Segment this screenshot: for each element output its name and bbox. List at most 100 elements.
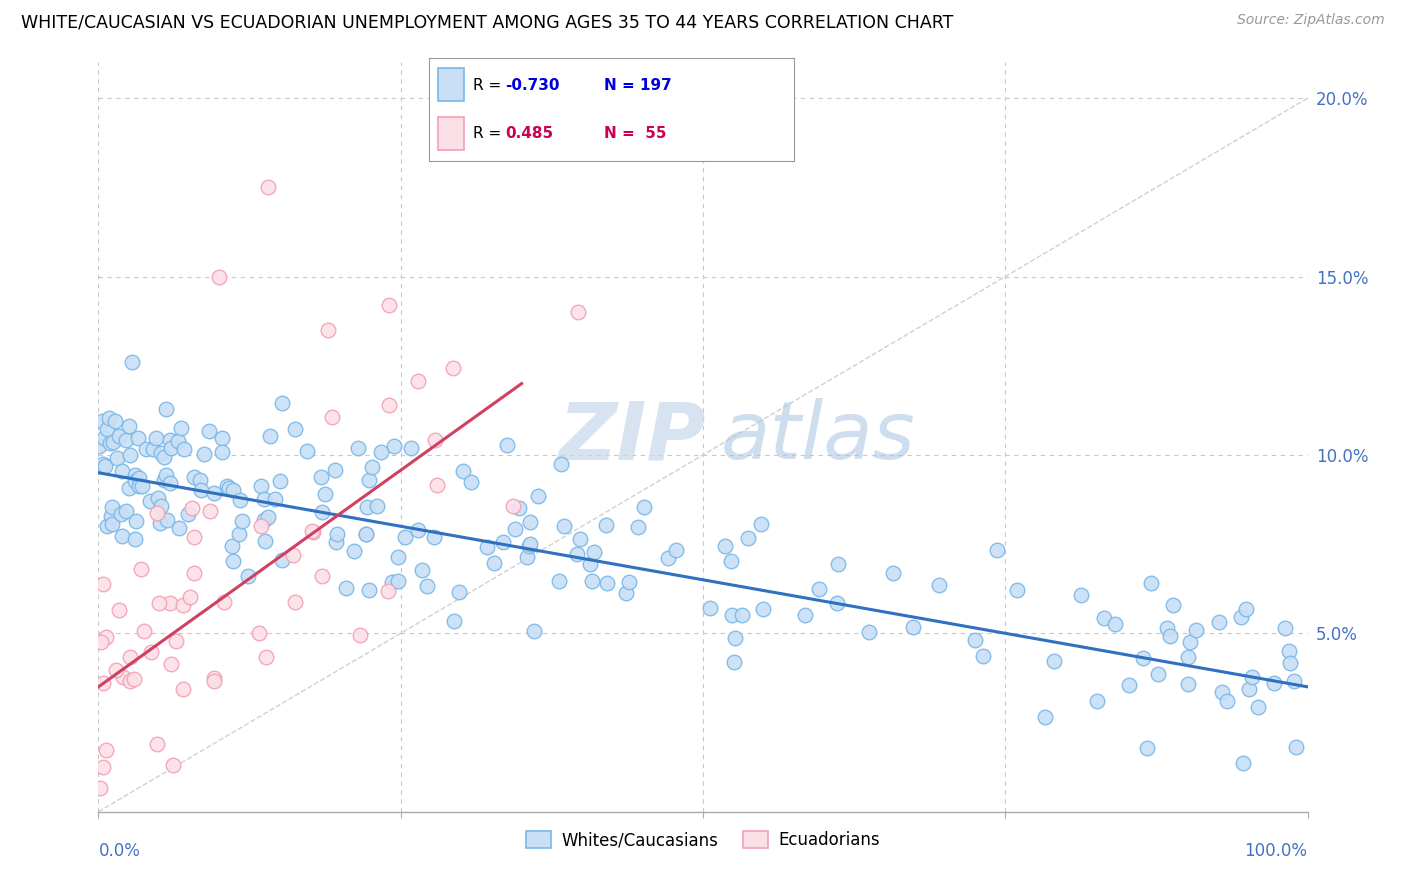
Point xyxy=(91,457,114,471)
Point xyxy=(221,554,243,568)
Point xyxy=(98,411,121,425)
Point xyxy=(1240,670,1263,684)
Point xyxy=(89,440,111,454)
Point xyxy=(172,599,194,613)
Text: 100.0%: 100.0% xyxy=(1244,842,1308,860)
Point xyxy=(614,586,637,600)
Point xyxy=(377,298,399,312)
Point xyxy=(595,517,617,532)
Point xyxy=(153,474,176,488)
Point xyxy=(714,539,737,553)
Point xyxy=(228,527,250,541)
Point xyxy=(167,521,190,535)
Point xyxy=(1263,676,1285,690)
Point xyxy=(254,533,277,548)
Point xyxy=(366,499,388,513)
Point xyxy=(394,530,416,544)
Point xyxy=(127,431,149,445)
Point xyxy=(198,504,221,518)
Point xyxy=(111,670,134,684)
Text: WHITE/CAUCASIAN VS ECUADORIAN UNEMPLOYMENT AMONG AGES 35 TO 44 YEARS CORRELATION: WHITE/CAUCASIAN VS ECUADORIAN UNEMPLOYME… xyxy=(21,13,953,31)
Point xyxy=(96,422,118,436)
Point xyxy=(441,360,464,375)
Point xyxy=(579,558,602,572)
Point xyxy=(150,446,173,460)
Point xyxy=(1140,576,1163,591)
Point xyxy=(179,590,201,604)
Point xyxy=(356,500,378,514)
Point xyxy=(1104,617,1126,632)
Point xyxy=(1274,622,1296,636)
Point xyxy=(901,620,924,634)
Point xyxy=(325,534,347,549)
Point xyxy=(825,596,848,610)
Point xyxy=(90,635,112,649)
Point xyxy=(443,614,465,628)
Point xyxy=(387,550,409,565)
Point xyxy=(100,508,122,523)
Point xyxy=(475,540,498,554)
Point xyxy=(159,433,181,447)
Point xyxy=(567,305,589,319)
Point xyxy=(1247,700,1270,714)
Point xyxy=(208,269,231,284)
Point xyxy=(121,354,143,368)
Point xyxy=(426,478,449,492)
Point xyxy=(167,434,190,449)
Point xyxy=(271,552,294,566)
Point xyxy=(190,483,212,497)
Point xyxy=(284,595,307,609)
Point xyxy=(160,657,183,672)
Point xyxy=(399,441,422,455)
Point xyxy=(1285,739,1308,754)
Point xyxy=(1132,651,1154,665)
Point xyxy=(986,543,1008,558)
Point xyxy=(484,556,506,570)
Point xyxy=(516,550,538,565)
Point xyxy=(118,673,141,688)
Point xyxy=(250,479,273,493)
Point xyxy=(181,500,204,515)
Point xyxy=(311,505,333,519)
Point xyxy=(256,180,278,194)
Point xyxy=(148,491,170,505)
Point xyxy=(1085,694,1108,708)
Point xyxy=(619,574,641,589)
Point xyxy=(1211,685,1233,699)
Point xyxy=(1278,656,1301,670)
Point xyxy=(411,563,433,577)
Point xyxy=(302,524,325,539)
Point xyxy=(963,632,986,647)
Point xyxy=(250,518,273,533)
Point xyxy=(1185,623,1208,637)
Point xyxy=(211,445,233,459)
Text: atlas: atlas xyxy=(721,398,915,476)
Point xyxy=(1156,621,1178,635)
Point xyxy=(354,527,377,541)
Point xyxy=(122,672,145,686)
Point xyxy=(202,673,225,688)
Point xyxy=(381,574,404,589)
Point xyxy=(139,494,162,508)
Point xyxy=(254,650,277,665)
Point xyxy=(550,457,572,471)
Point xyxy=(1070,588,1092,602)
Point xyxy=(145,431,167,445)
Point xyxy=(193,447,215,461)
Point xyxy=(211,431,233,445)
Point xyxy=(202,671,225,685)
Point xyxy=(101,516,124,531)
Point xyxy=(162,758,184,772)
Point xyxy=(361,460,384,475)
Point xyxy=(565,548,588,562)
Point xyxy=(882,566,904,580)
Point xyxy=(1282,673,1305,688)
Point xyxy=(416,579,439,593)
Point xyxy=(349,628,371,642)
Point xyxy=(91,577,114,591)
Point xyxy=(183,530,205,544)
Point xyxy=(519,515,541,529)
Point xyxy=(120,449,142,463)
Point xyxy=(508,501,530,516)
Point xyxy=(101,435,124,450)
